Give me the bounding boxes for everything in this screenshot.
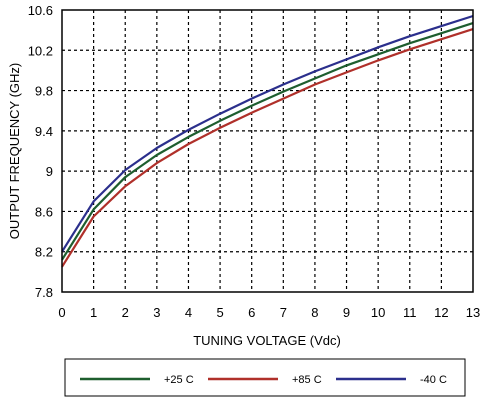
- x-tick-label: 4: [185, 305, 192, 320]
- y-tick-label: 7.8: [35, 285, 53, 300]
- plot-frame: [61, 9, 474, 293]
- x-tick-label: 0: [58, 305, 65, 320]
- legend-label: +85 C: [292, 374, 322, 386]
- y-tick-label: 8.2: [35, 245, 53, 260]
- tick-labels: 0 1 2 3 4 5 6 7 8 9 10 11 12 137.88.28.699.49.810.210…: [28, 3, 481, 320]
- y-tick-label: 8.6: [35, 204, 53, 219]
- x-tick-label: 6: [248, 305, 255, 320]
- legend: +25 C +85 C -40 C: [64, 358, 466, 397]
- series-line-1: [61, 28, 474, 268]
- x-tick-label: 8: [311, 305, 318, 320]
- x-tick-label: 3: [153, 305, 160, 320]
- y-axis-label: OUTPUT FREQUENCY (GHz): [7, 63, 22, 239]
- y-tick-label: 10.6: [28, 3, 53, 18]
- legend-box: [64, 358, 466, 397]
- series-line-2: [61, 14, 474, 253]
- x-tick-label: 1: [90, 305, 97, 320]
- y-tick-label: 9: [46, 164, 53, 179]
- x-tick-label: 13: [466, 305, 480, 320]
- y-tick-label: 9.8: [35, 84, 53, 99]
- legend-label: +25 C: [164, 374, 194, 386]
- x-tick-label: 5: [216, 305, 223, 320]
- series-lines: [61, 14, 474, 268]
- x-tick-label: 7: [280, 305, 287, 320]
- x-tick-label: 2: [122, 305, 129, 320]
- y-tick-label: 10.2: [28, 43, 53, 58]
- series-line-0: [61, 22, 474, 261]
- x-tick-label: 12: [434, 305, 448, 320]
- legend-label: -40 C: [420, 374, 447, 386]
- x-tick-label: 10: [371, 305, 385, 320]
- x-tick-label: 11: [403, 305, 417, 320]
- x-tick-label: 9: [343, 305, 350, 320]
- x-axis-label: TUNING VOLTAGE (Vdc): [193, 333, 341, 348]
- y-tick-label: 9.4: [35, 124, 53, 139]
